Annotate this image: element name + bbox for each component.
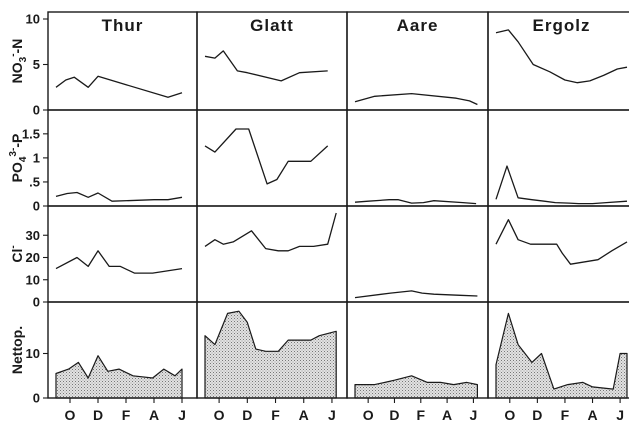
row-label-nitrate: NO3--N: [8, 39, 29, 84]
x-tick-label-ergolz-0: O: [504, 407, 515, 423]
line-nitrate-thur: [55, 75, 183, 98]
panel-net_production-ergolz: [487, 301, 629, 399]
line-chloride-aare: [354, 290, 478, 299]
station-title-glatt: Glatt: [250, 16, 294, 35]
area-net_production-glatt: [204, 310, 337, 399]
panel-phosphate-aare: [346, 109, 489, 207]
x-tick-label-aare-4: J: [470, 407, 478, 423]
y-tick-label-phosphate-3: 1.5: [22, 126, 40, 141]
y-tick-label-nitrate-1: 5: [33, 57, 40, 72]
x-tick-label-thur-0: O: [65, 407, 76, 423]
line-phosphate-glatt: [204, 128, 329, 185]
row-label-phosphate: PO43--P: [8, 134, 29, 183]
panel-chloride-aare: [346, 205, 489, 303]
y-tick-label-phosphate-1: .5: [29, 174, 40, 189]
line-phosphate-ergolz: [495, 165, 628, 205]
row-label-chloride: Cl-: [8, 245, 25, 262]
row-label-sup: -: [8, 245, 19, 248]
y-tick-label-nitrate-2: 10: [26, 12, 40, 27]
x-tick-label-thur-1: D: [93, 407, 103, 423]
line-nitrate-aare: [354, 92, 478, 106]
row-label-sub: 3: [18, 56, 29, 62]
row-label-main: Nettop.: [9, 326, 25, 374]
y-tick-label-nitrate-0: 0: [33, 103, 40, 118]
row-label-net_production: Nettop.: [9, 326, 25, 374]
line-phosphate-aare: [354, 199, 477, 205]
panel-phosphate-ergolz: [487, 109, 629, 207]
area-net_production-ergolz: [495, 312, 628, 399]
x-tick-label-aare-2: F: [417, 407, 426, 423]
x-tick-label-ergolz-2: F: [561, 407, 570, 423]
area-net_production-aare: [354, 375, 478, 399]
x-tick-label-thur-3: A: [149, 407, 159, 423]
y-tick-label-phosphate-2: 1: [33, 150, 40, 165]
x-tick-label-glatt-0: O: [214, 407, 225, 423]
station-title-thur: Thur: [102, 16, 144, 35]
y-tick-label-chloride-3: 30: [26, 228, 40, 243]
panel-chloride-thur: [47, 205, 198, 303]
row-label-main: Cl: [9, 249, 25, 263]
row-label-suffix: -N: [9, 39, 25, 54]
y-tick-label-net_production-1: 10: [26, 346, 40, 361]
small-multiples-grid: 0510NO3--N0.511.5PO43--P0102030Cl-010Net…: [8, 11, 629, 423]
x-tick-label-thur-2: F: [122, 407, 131, 423]
x-tick-label-glatt-4: J: [328, 407, 336, 423]
x-tick-label-ergolz-3: A: [587, 407, 597, 423]
x-tick-label-aare-1: D: [389, 407, 399, 423]
row-label-sup: -: [8, 53, 19, 56]
y-tick-label-chloride-0: 0: [33, 295, 40, 310]
row-label-sup: 3-: [8, 148, 19, 157]
station-title-ergolz: Ergolz: [533, 16, 591, 35]
line-chloride-ergolz: [495, 219, 628, 265]
panel-phosphate-thur: [47, 109, 198, 207]
x-tick-label-thur-4: J: [178, 407, 186, 423]
station-title-aare: Aare: [397, 16, 439, 35]
y-tick-label-phosphate-0: 0: [33, 199, 40, 214]
x-tick-label-glatt-1: D: [242, 407, 252, 423]
row-label-main: NO: [9, 62, 25, 83]
y-tick-label-net_production-0: 0: [33, 391, 40, 406]
panel-chloride-glatt: [196, 205, 348, 303]
row-label-suffix: -P: [9, 134, 25, 148]
x-tick-label-glatt-3: A: [299, 407, 309, 423]
area-net_production-thur: [55, 355, 183, 399]
line-chloride-thur: [55, 250, 183, 274]
line-nitrate-glatt: [204, 50, 328, 82]
line-phosphate-thur: [55, 191, 183, 202]
x-tick-label-glatt-2: F: [271, 407, 280, 423]
x-tick-label-ergolz-4: J: [616, 407, 624, 423]
x-tick-label-aare-3: A: [442, 407, 452, 423]
y-tick-label-chloride-1: 10: [26, 272, 40, 287]
row-label-sub: 4: [18, 156, 29, 162]
line-chloride-glatt: [204, 212, 337, 252]
y-tick-label-chloride-2: 20: [26, 250, 40, 265]
line-nitrate-ergolz: [495, 29, 628, 84]
x-tick-label-ergolz-1: D: [532, 407, 542, 423]
row-label-main: PO: [9, 162, 25, 182]
panel-phosphate-glatt: [196, 109, 348, 207]
x-tick-label-aare-0: O: [363, 407, 374, 423]
